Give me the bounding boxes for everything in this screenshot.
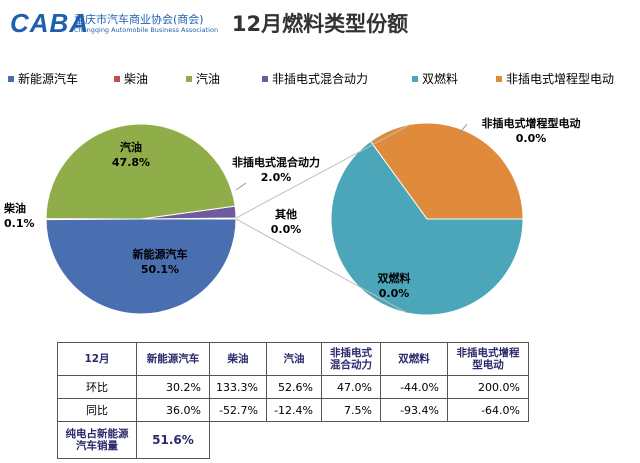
table-header-cell: 12月: [57, 342, 137, 376]
legend-label: 非插电式混合动力: [272, 72, 369, 86]
table-blank: [210, 422, 529, 459]
legend-item-dual-fuel: 双燃料: [412, 70, 458, 87]
label-dual-fuel-name: 双燃料: [378, 271, 411, 285]
logo-chinese-name: 重庆市汽车商业协会(商会): [74, 13, 204, 26]
logo-mark: CABA: [10, 8, 90, 38]
table-cell: -93.4%: [380, 398, 448, 422]
pie-of-pie-chart: 汽油 47.8% 新能源汽车 50.1% 柴油 0.1% 非插电式混合动力 2.0% 其他 0.0…: [3, 116, 581, 316]
table-row-bev-share: 纯电占新能源 汽车销量 51.6%: [57, 421, 529, 459]
table-row-label: 同比: [57, 398, 137, 422]
label-hybrid-value: 2.0%: [261, 171, 292, 184]
label-hybrid-name: 非插电式混合动力: [232, 155, 320, 169]
legend-swatch: [114, 75, 120, 82]
table-footer-value: 51.6%: [136, 421, 210, 459]
label-other-value: 0.0%: [271, 223, 302, 236]
table-cell: -52.7%: [209, 398, 267, 422]
table-header-cell: 柴油: [209, 342, 267, 376]
table-cell: -64.0%: [447, 398, 529, 422]
table-cell: -44.0%: [380, 375, 448, 399]
table-header-cell: 非插电式增程 型电动: [447, 342, 529, 376]
label-range-extender-name: 非插电式增程型电动: [482, 116, 581, 130]
legend-item-nev: 新能源汽车: [8, 70, 78, 87]
legend-swatch: [412, 75, 418, 82]
legend-swatch: [8, 75, 14, 82]
legend-swatch: [186, 75, 192, 82]
connector-line-top: [235, 124, 411, 219]
table-cell: 200.0%: [447, 375, 529, 399]
stats-table: 12月 新能源汽车 柴油 汽油 非插电式 混合动力 双燃料 非插电式增程 型电动 环…: [57, 342, 529, 459]
chart-legend: 新能源汽车 柴油 汽油 非插电式混合动力 双燃料 非插电式增程型电动: [0, 70, 640, 88]
label-range-extender-value: 0.0%: [516, 132, 547, 145]
legend-label: 双燃料: [422, 72, 459, 86]
label-gasoline-name: 汽油: [120, 140, 142, 154]
table-header-cell: 新能源汽车: [136, 342, 210, 376]
table-header-cell: 双燃料: [380, 342, 448, 376]
table-cell: -12.4%: [266, 398, 322, 422]
table-row-mom: 环比 30.2% 133.3% 52.6% 47.0% -44.0% 200.0…: [57, 375, 529, 399]
header: CABA 重庆市汽车商业协会(商会) Chongqing Automobile …: [0, 0, 640, 48]
table-cell: 47.0%: [321, 375, 381, 399]
label-nev-name: 新能源汽车: [133, 247, 188, 261]
leader-line-hybrid: [235, 182, 247, 191]
legend-label: 柴油: [124, 72, 149, 86]
connector-line-bottom: [235, 218, 408, 314]
legend-label: 非插电式增程型电动: [506, 72, 615, 86]
table-cell: 133.3%: [209, 375, 267, 399]
table-cell: 7.5%: [321, 398, 381, 422]
pie-slice-nev: [45, 218, 237, 315]
label-other-name: 其他: [275, 207, 297, 221]
legend-swatch: [262, 75, 268, 82]
table-cell: 30.2%: [136, 375, 210, 399]
page-title: 12月燃料类型份额: [231, 12, 409, 36]
legend-label: 新能源汽车: [18, 72, 79, 86]
legend-item-diesel: 柴油: [114, 70, 148, 87]
table-header-cell: 汽油: [266, 342, 322, 376]
pie-slice-range-extender: [369, 122, 524, 220]
label-gasoline-value: 47.8%: [112, 156, 150, 169]
legend-item-gasoline: 汽油: [186, 70, 220, 87]
leader-line-range-extender: [458, 123, 468, 135]
logo-english-name: Chongqing Automobile Business Associatio…: [74, 26, 219, 34]
table-header-cell: 非插电式 混合动力: [321, 342, 381, 376]
caba-logo: CABA 重庆市汽车商业协会(商会) Chongqing Automobile …: [10, 8, 218, 40]
pie-slice-gasoline: [45, 123, 236, 220]
table-cell: 52.6%: [266, 375, 322, 399]
label-diesel-name: 柴油: [3, 201, 26, 215]
table-footer-label: 纯电占新能源 汽车销量: [57, 421, 137, 459]
label-nev-value: 50.1%: [141, 263, 179, 276]
legend-swatch: [496, 75, 502, 82]
table-row-yoy: 同比 36.0% -52.7% -12.4% 7.5% -93.4% -64.0…: [57, 398, 529, 422]
pie-slice-dual-fuel: [330, 140, 524, 316]
table-header-row: 12月 新能源汽车 柴油 汽油 非插电式 混合动力 双燃料 非插电式增程 型电动: [57, 342, 529, 376]
label-dual-fuel-value: 0.0%: [379, 287, 410, 300]
table-cell: 36.0%: [136, 398, 210, 422]
legend-label: 汽油: [196, 72, 221, 86]
legend-item-non-plugin-hybrid: 非插电式混合动力: [262, 70, 368, 87]
legend-item-range-extender: 非插电式增程型电动: [496, 70, 614, 87]
label-diesel-value: 0.1%: [4, 217, 35, 230]
table-row-label: 环比: [57, 375, 137, 399]
